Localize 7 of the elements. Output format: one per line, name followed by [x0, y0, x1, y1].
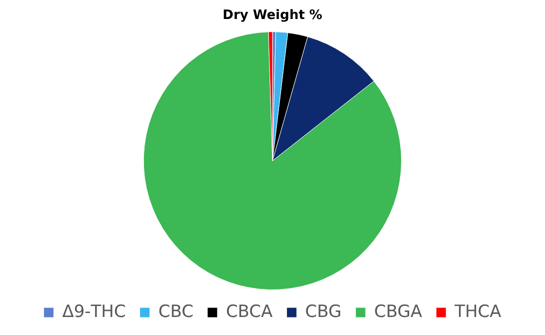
legend-label: Δ9-THC — [62, 302, 126, 322]
chart-title: Dry Weight % — [222, 8, 322, 24]
legend-label: CBG — [305, 302, 342, 322]
legend-label: CBCA — [226, 302, 274, 322]
legend-label: CBGA — [374, 302, 422, 322]
legend-label: CBC — [158, 302, 194, 322]
legend-label: THCA — [454, 302, 502, 322]
